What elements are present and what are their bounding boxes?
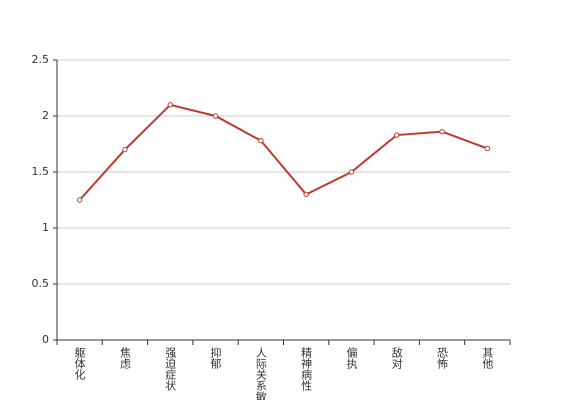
y-tick-label: 0.5 [32, 277, 50, 290]
y-tick-label: 0 [42, 333, 49, 346]
y-tick-label: 2 [42, 109, 49, 122]
x-tick-label: 其他 [481, 347, 494, 369]
point [167, 102, 173, 108]
point [258, 137, 264, 144]
x-tick-label: 偏执 [345, 346, 358, 370]
x-tick-label: 强迫症状 [164, 347, 177, 391]
x-tick-label: 敌对 [390, 346, 403, 369]
point [394, 132, 400, 138]
point [122, 146, 128, 153]
point [348, 169, 355, 175]
x-tick-label: 恐怖 [436, 347, 449, 369]
point [76, 197, 83, 203]
x-tick-label: 躯体化 [73, 347, 86, 381]
point [439, 128, 445, 135]
x-tick-label: 抑郁 [209, 346, 222, 369]
y-tick-label: 2.5 [32, 53, 50, 66]
x-tick-label: 精神病性 [300, 347, 313, 392]
x-tick-label: 人际关系敏感 [254, 347, 267, 400]
y-tick-label: 1.5 [32, 165, 50, 178]
point [212, 113, 219, 119]
point [484, 145, 491, 152]
point [303, 191, 309, 198]
line [78, 103, 488, 201]
x-tick-label: 焦虑 [118, 347, 131, 369]
y-tick-label: 1 [42, 221, 49, 234]
